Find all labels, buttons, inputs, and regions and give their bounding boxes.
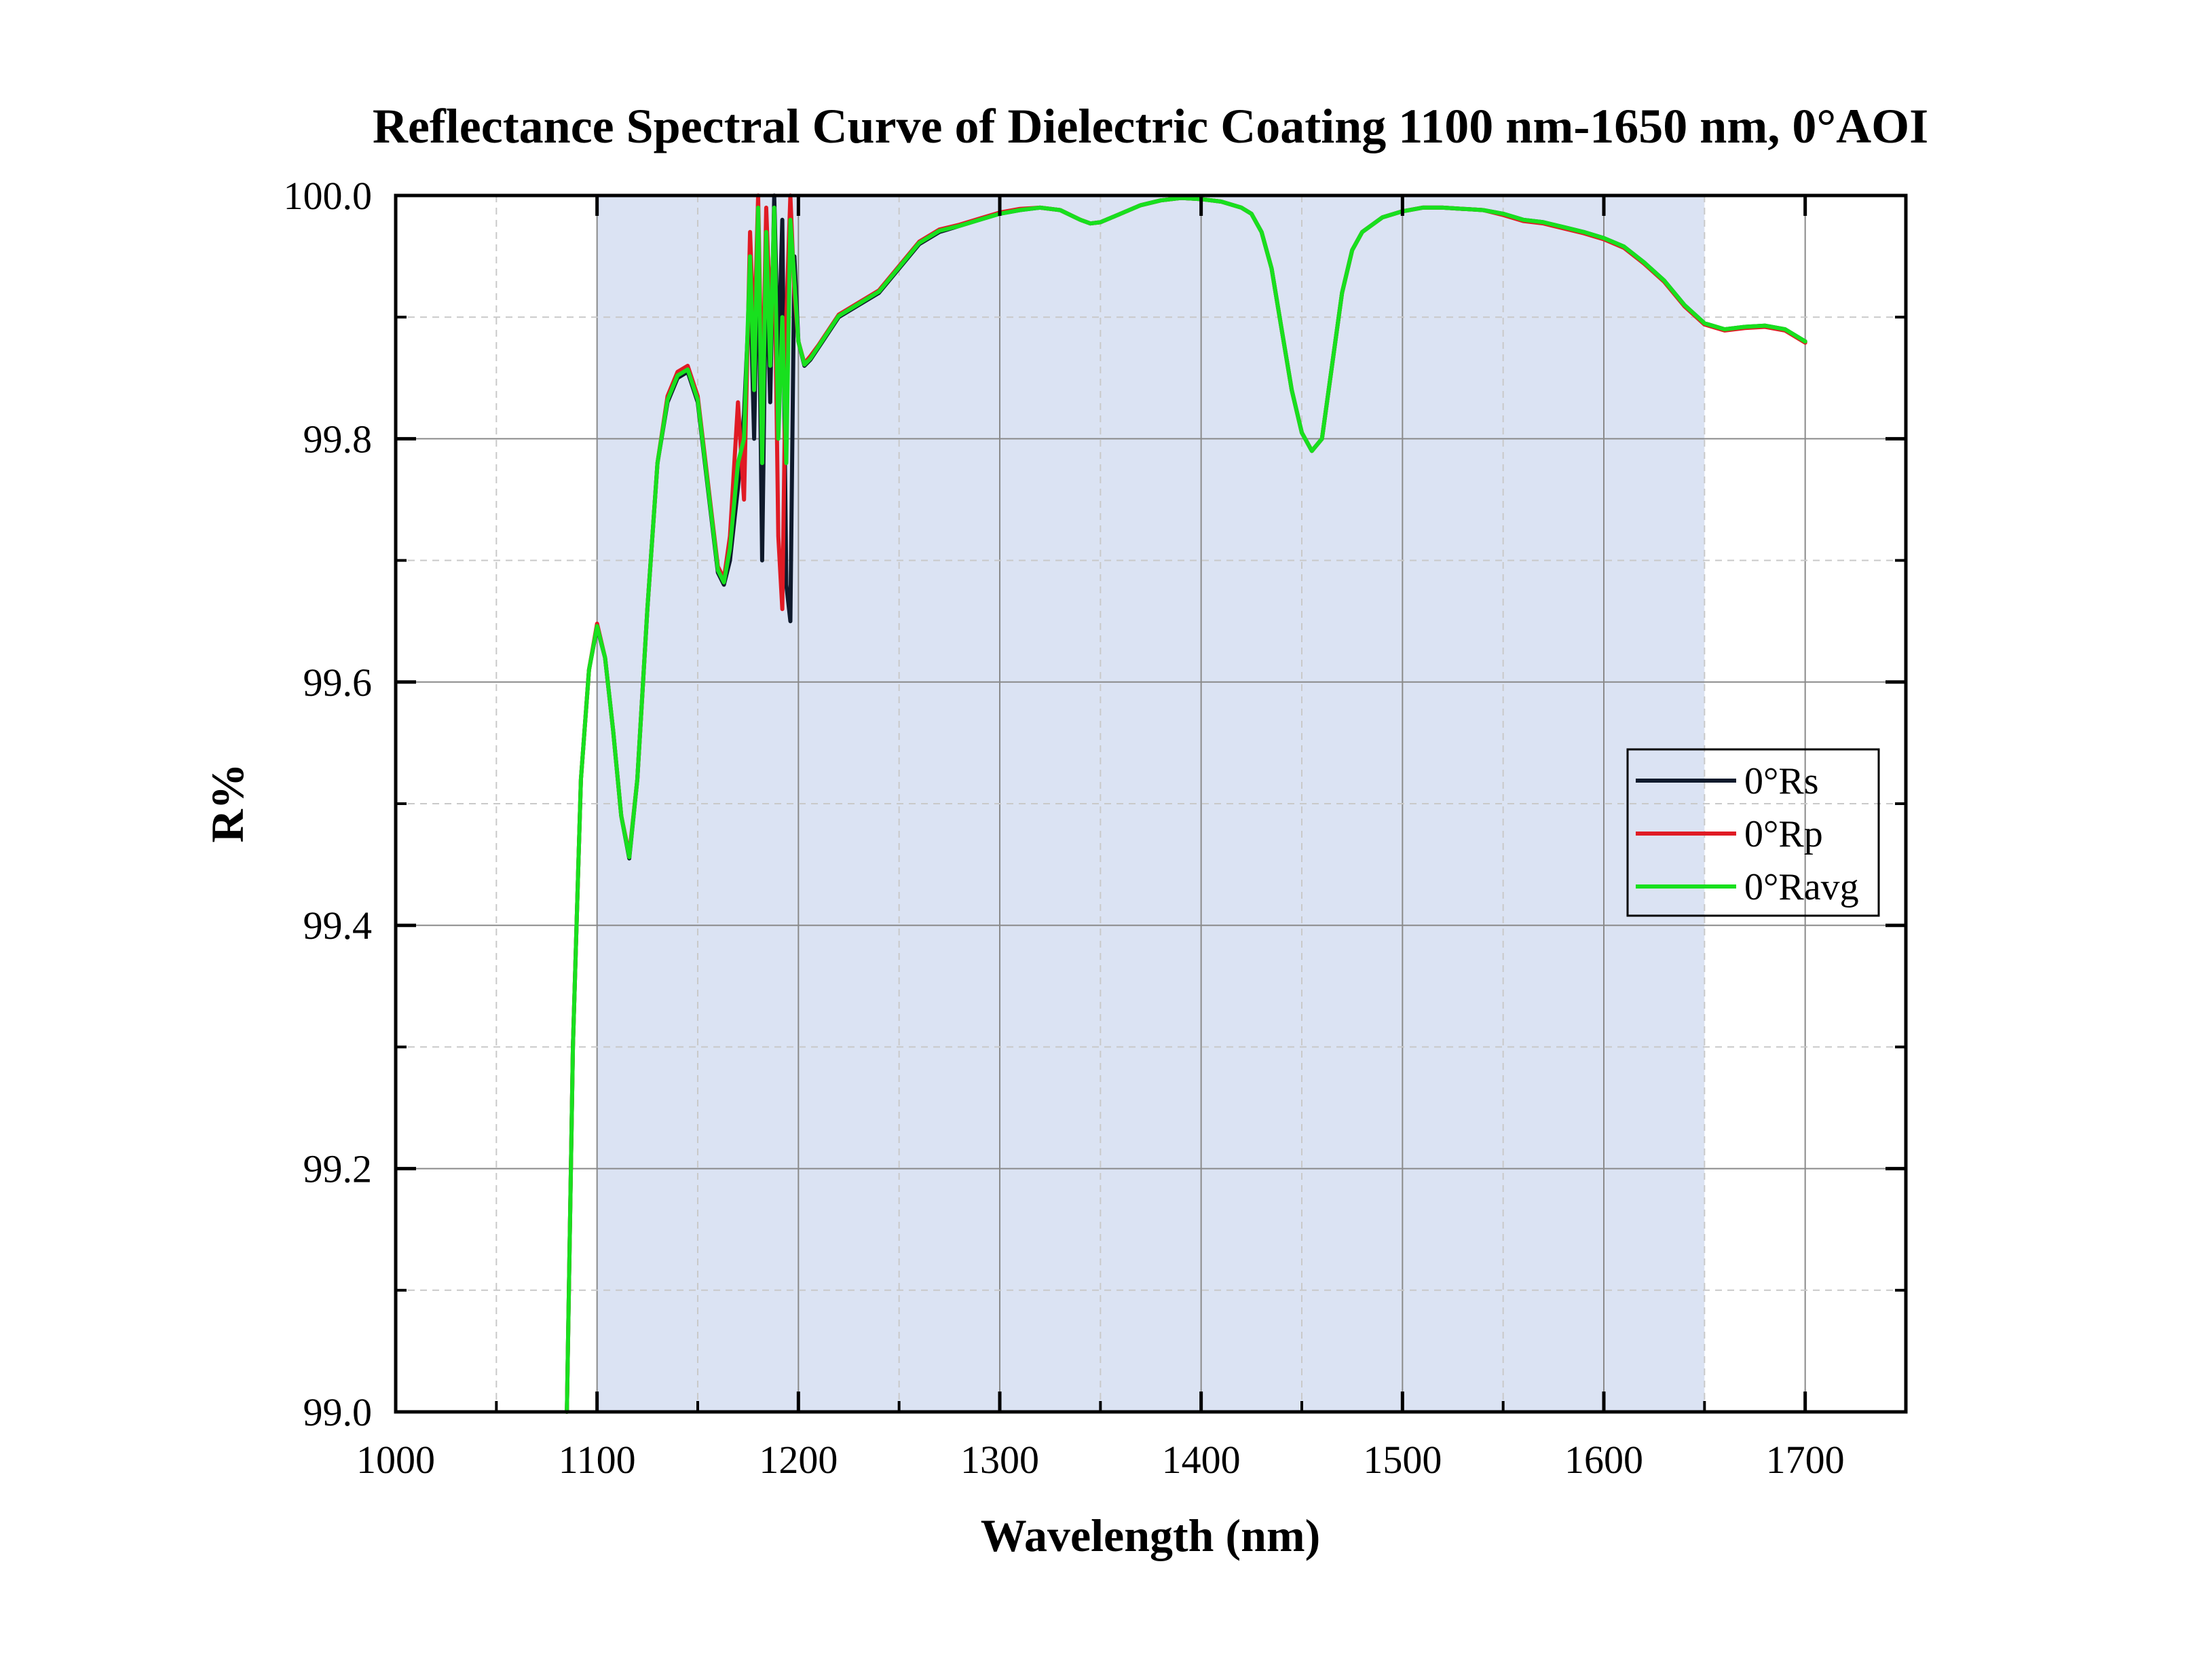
x-tick-label: 1500 (1363, 1438, 1442, 1482)
legend-label-2: 0°Rp (1744, 813, 1823, 855)
x-tick-label: 1400 (1162, 1438, 1241, 1482)
y-tick-label: 99.4 (303, 903, 373, 948)
y-tick-label: 99.0 (303, 1390, 373, 1434)
legend-label-3: 0°Ravg (1744, 866, 1859, 908)
chart-title: Reflectance Spectral Curve of Dielectric… (373, 99, 1928, 153)
x-tick-label: 1300 (960, 1438, 1039, 1482)
legend-box (1626, 748, 1880, 917)
y-tick-label: 99.2 (303, 1147, 373, 1191)
y-tick-label: 99.8 (303, 417, 373, 461)
chart-legend: 0°Rs 0°Rp 0°Ravg (1626, 748, 1880, 917)
plot-area: 1000 1100 1200 1300 1400 1500 1600 1700 99.0 99.2… (284, 174, 1908, 1482)
x-tick-label: 1600 (1564, 1438, 1643, 1482)
series-line-3 (565, 195, 1807, 1414)
x-tick-label: 1100 (559, 1438, 636, 1482)
x-axis-label: Wavelength (nm) (981, 1510, 1321, 1561)
x-tick-label: 1000 (356, 1438, 435, 1482)
x-tick-label: 1700 (1766, 1438, 1845, 1482)
x-tick-label: 1200 (759, 1438, 838, 1482)
y-tick-label: 99.6 (303, 660, 373, 705)
y-tick-label: 100.0 (284, 174, 373, 218)
y-axis-label: R% (202, 763, 253, 842)
legend-label-1: 0°Rs (1744, 760, 1819, 802)
